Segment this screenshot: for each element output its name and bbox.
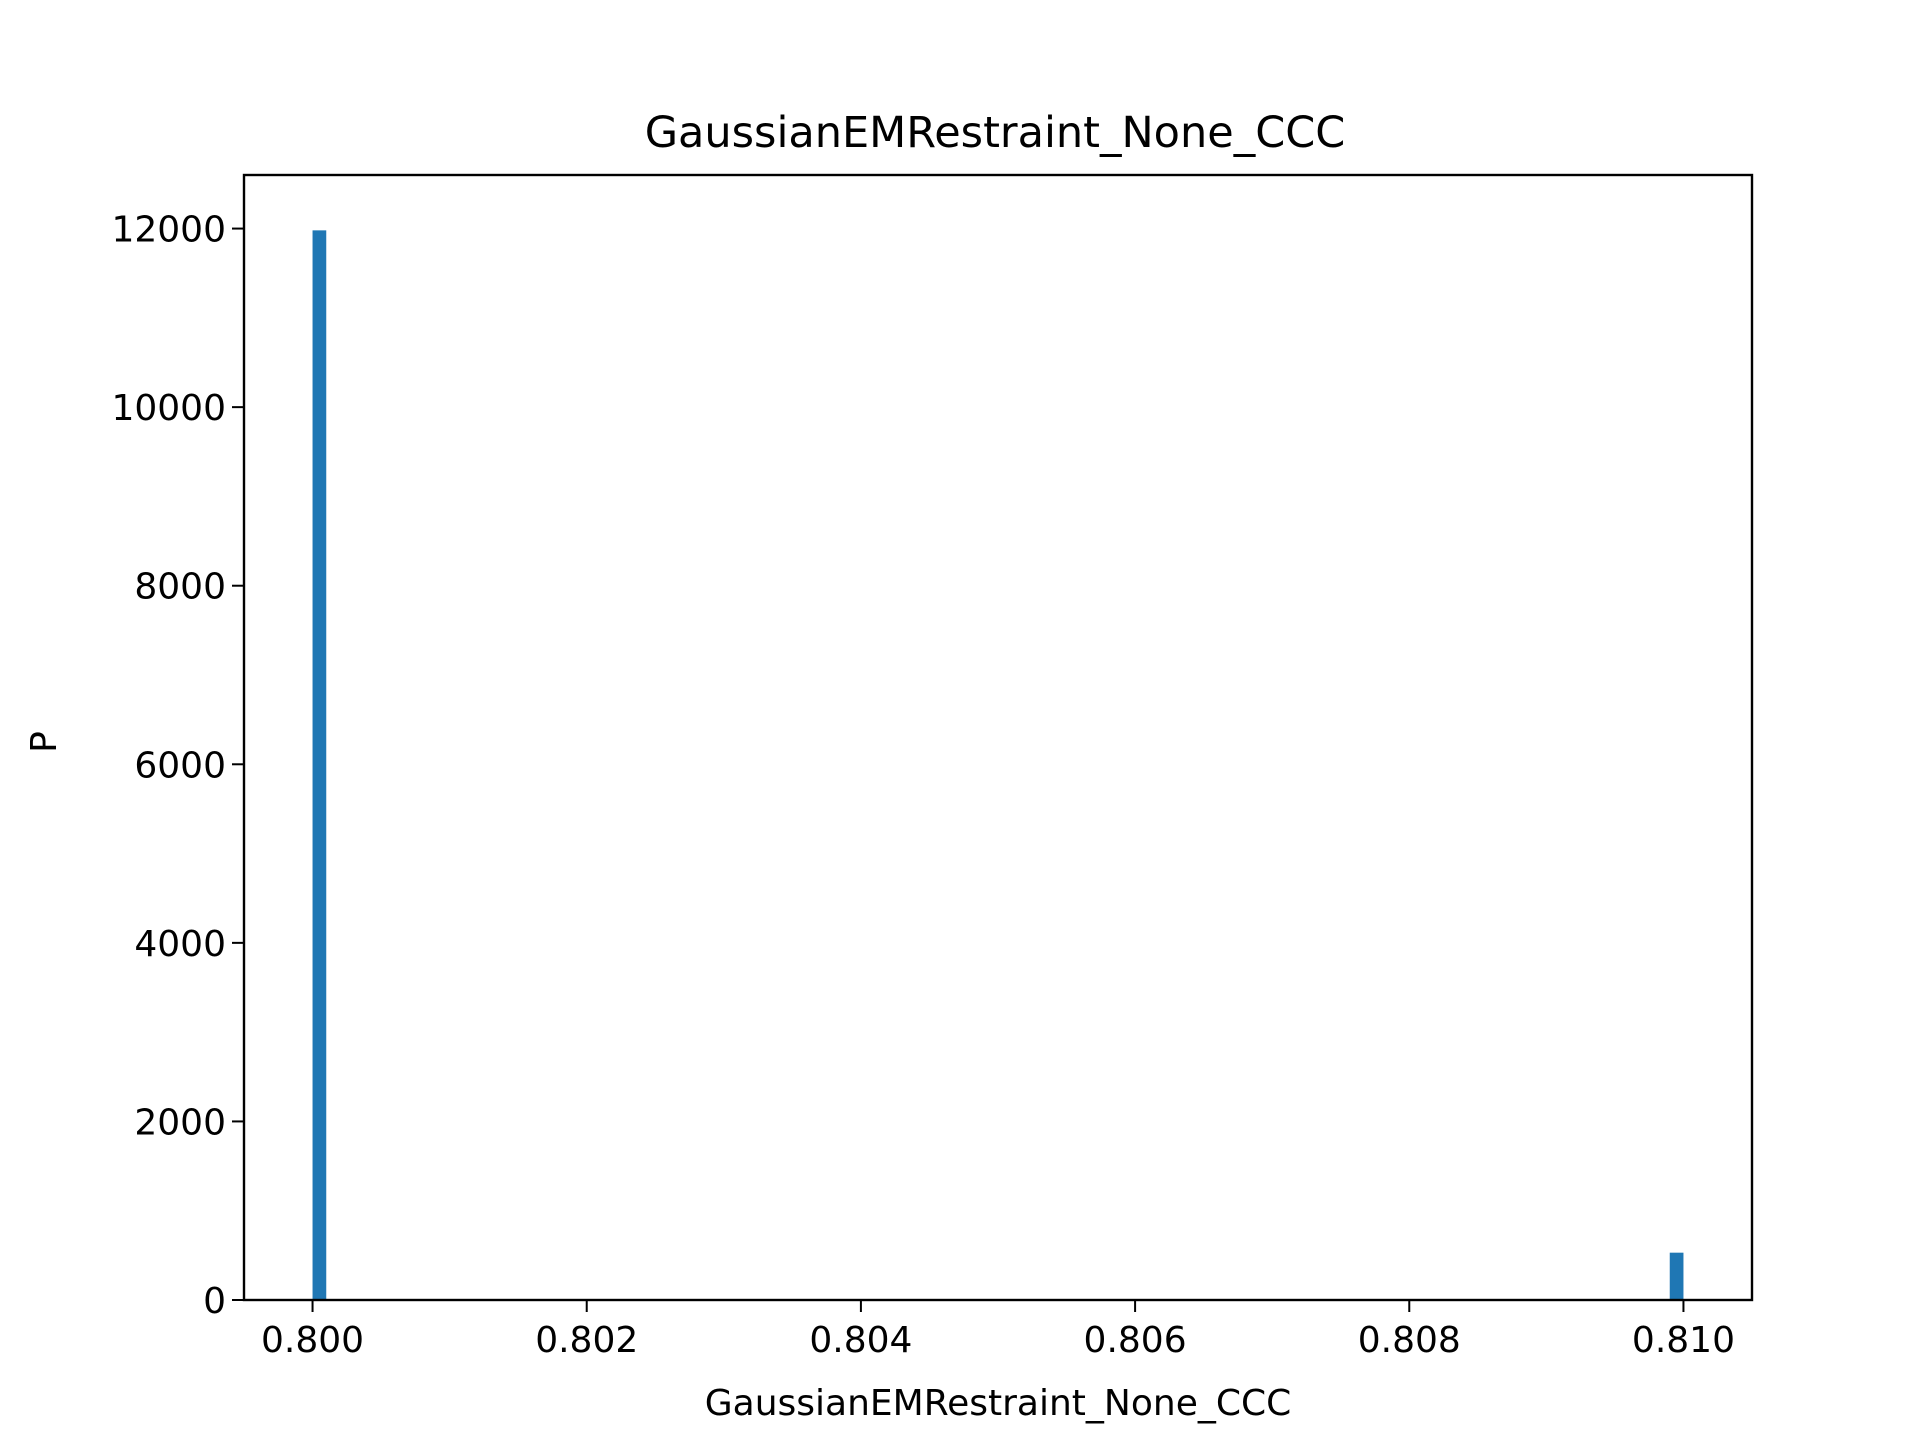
y-tick-label-5: 10000	[111, 388, 226, 429]
x-axis-ticks: 0.800 0.802 0.804 0.806 0.808 0.810	[261, 1300, 1735, 1361]
x-tick-label-2: 0.804	[809, 1320, 912, 1361]
x-tick-label-5: 0.810	[1632, 1320, 1735, 1361]
bars-group	[312, 230, 1684, 1300]
histogram-bar-0	[312, 230, 327, 1300]
y-tick-label-3: 6000	[134, 745, 226, 786]
y-axis-title: P	[24, 731, 65, 753]
y-tick-label-2: 4000	[134, 924, 226, 965]
y-tick-label-4: 8000	[134, 567, 226, 608]
x-tick-label-3: 0.806	[1084, 1320, 1187, 1361]
y-tick-label-1: 2000	[134, 1102, 226, 1143]
histogram-bar-1	[1669, 1252, 1684, 1300]
chart-title: GaussianEMRestraint_None_CCC	[645, 108, 1346, 158]
plot-frame	[242, 173, 1754, 1302]
x-tick-label-1: 0.802	[535, 1320, 638, 1361]
y-tick-label-0: 0	[203, 1281, 226, 1322]
x-tick-label-0: 0.800	[261, 1320, 364, 1361]
y-tick-label-6: 12000	[111, 210, 226, 251]
x-tick-label-4: 0.808	[1358, 1320, 1461, 1361]
x-axis-title: GaussianEMRestraint_None_CCC	[705, 1383, 1292, 1424]
y-axis-ticks: 0 2000 4000 6000 8000 10000 12000	[111, 210, 244, 1322]
